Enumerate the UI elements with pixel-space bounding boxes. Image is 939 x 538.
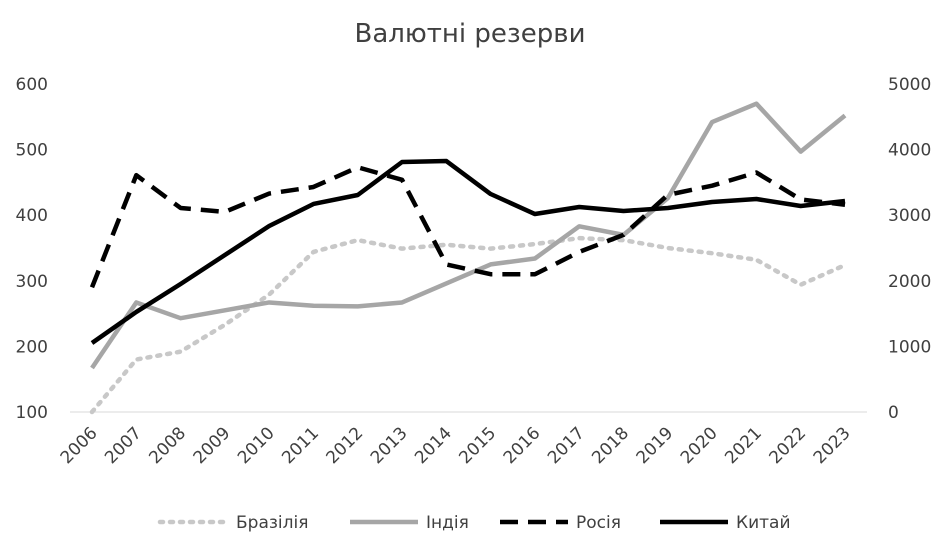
x-tick-label: 2021 — [721, 423, 766, 468]
y-tick-label: 400 — [16, 206, 48, 226]
y-tick-label: 600 — [16, 75, 48, 95]
y2-tick-label: 5000 — [888, 75, 931, 95]
legend-label: Китай — [736, 513, 791, 533]
x-tick-label: 2023 — [810, 423, 855, 468]
x-tick-label: 2008 — [145, 423, 190, 468]
series-line — [90, 101, 847, 370]
chart-title: Валютні резерви — [355, 19, 586, 49]
x-tick-label: 2022 — [766, 423, 811, 468]
y2-tick-label: 3000 — [888, 206, 931, 226]
x-tick-label: 2006 — [57, 423, 102, 468]
y-tick-label: 200 — [16, 337, 48, 357]
legend-label: Росія — [576, 513, 621, 533]
y-tick-label: 300 — [16, 272, 48, 292]
series-line — [89, 165, 846, 289]
x-tick-label: 2018 — [588, 423, 633, 468]
x-tick-label: 2013 — [367, 423, 412, 468]
x-tick-label: 2007 — [101, 423, 146, 468]
x-tick-label: 2012 — [323, 423, 368, 468]
y2-tick-label: 2000 — [888, 272, 931, 292]
legend-label: Бразілія — [236, 513, 308, 533]
series-line — [89, 235, 848, 415]
x-tick-label: 2020 — [677, 423, 722, 468]
x-tick-label: 2016 — [500, 423, 545, 468]
x-tick-label: 2015 — [455, 423, 500, 468]
y2-tick-label: 1000 — [888, 337, 931, 357]
y-tick-label: 100 — [16, 403, 48, 423]
x-tick-label: 2009 — [190, 423, 235, 468]
y2-tick-label: 4000 — [888, 141, 931, 161]
x-tick-label: 2019 — [633, 423, 678, 468]
y2-tick-label: 0 — [888, 403, 899, 423]
series-line — [90, 158, 846, 345]
y-tick-label: 500 — [16, 141, 48, 161]
legend-label: Індія — [426, 513, 469, 533]
x-tick-label: 2011 — [278, 423, 323, 468]
x-tick-label: 2014 — [411, 423, 456, 468]
x-tick-label: 2017 — [544, 423, 589, 468]
x-tick-label: 2010 — [234, 423, 279, 468]
